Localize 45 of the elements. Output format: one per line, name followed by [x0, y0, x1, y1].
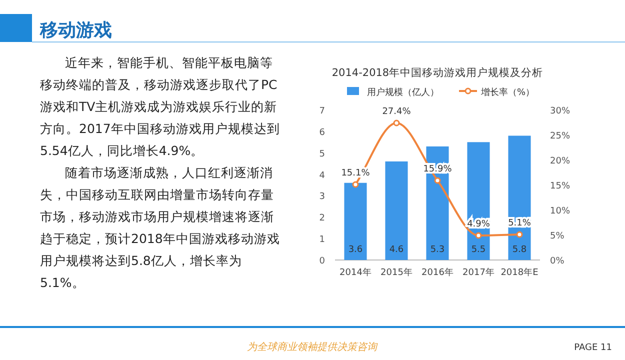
- point: [393, 120, 400, 126]
- x-tick-label: 2015年: [380, 267, 412, 278]
- data-label: 5.5: [471, 245, 486, 255]
- y-tick-label: 2: [319, 214, 325, 224]
- y-tick-label: 3: [319, 192, 325, 202]
- y-tick-label: 0: [319, 256, 326, 266]
- point: [434, 177, 441, 184]
- bar: [467, 142, 490, 260]
- y-tick-label: 4: [319, 170, 326, 181]
- y-tick-label: 7: [319, 106, 325, 116]
- annotation: 近年来，智能手机、智能平板电脑等移动终端的普及，移动游戏逐步取代了PC游戏和TV主机游戏成为游戏娱乐行业的新方向。2017年中国移动游戏用户规模达到5.54亿人，同比增长4.9%。: [40, 54, 281, 160]
- annotation: 随着市场逐渐成熟，人口红利逐渐消失，中国移动互联网由增量市场转向存量市场，移动游戏市场用户规模增速将逐渐趋于稳定，预计2018年中国游戏移动游戏用户规模将达到5.8亿人，增长率为5.1%。: [40, 164, 281, 292]
- y-tick-label: 6: [319, 128, 326, 138]
- text: PAGE 11: [574, 343, 612, 353]
- data-label: 4.6: [389, 245, 404, 255]
- y-tick-label: 5: [319, 149, 325, 160]
- y2-tick-label: 15%: [550, 182, 570, 192]
- y2-tick-label: 10%: [550, 206, 570, 216]
- point: [475, 232, 482, 239]
- x-tick-label: 2017年: [462, 267, 494, 278]
- bar: [385, 161, 408, 260]
- data-label: 5.8: [512, 245, 527, 255]
- text: 移动游戏: [39, 20, 112, 41]
- chart-title: 2014-2018年中国移动游戏用户规模及分析: [332, 66, 544, 79]
- legend-label: 增长率（%）: [480, 87, 535, 98]
- bar: [344, 182, 367, 260]
- text: 为全球商业领袖提供决策咨询: [247, 341, 378, 353]
- point: [352, 181, 359, 188]
- x-tick-label: 2016年: [422, 267, 454, 278]
- y2-tick-label: 25%: [550, 132, 570, 142]
- data-label: 3.6: [348, 245, 363, 255]
- x-tick-label: 2014年: [340, 267, 372, 278]
- y2-tick-label: 20%: [550, 156, 570, 166]
- data-label: 5.1%: [508, 218, 532, 228]
- bar: [508, 136, 531, 260]
- y-tick-label: 1: [319, 235, 325, 246]
- legend-label: 用户规模（亿人）: [367, 87, 439, 98]
- data-label: 27.4%: [382, 107, 412, 117]
- point: [516, 231, 523, 238]
- y2-tick-label: 30%: [550, 106, 570, 116]
- data-label: 5.3: [430, 245, 445, 255]
- y2-tick-label: 0%: [550, 256, 565, 266]
- x-tick-label: 2018年E: [500, 267, 539, 278]
- y2-tick-label: 5%: [550, 232, 565, 242]
- data-label: 4.9%: [467, 220, 490, 230]
